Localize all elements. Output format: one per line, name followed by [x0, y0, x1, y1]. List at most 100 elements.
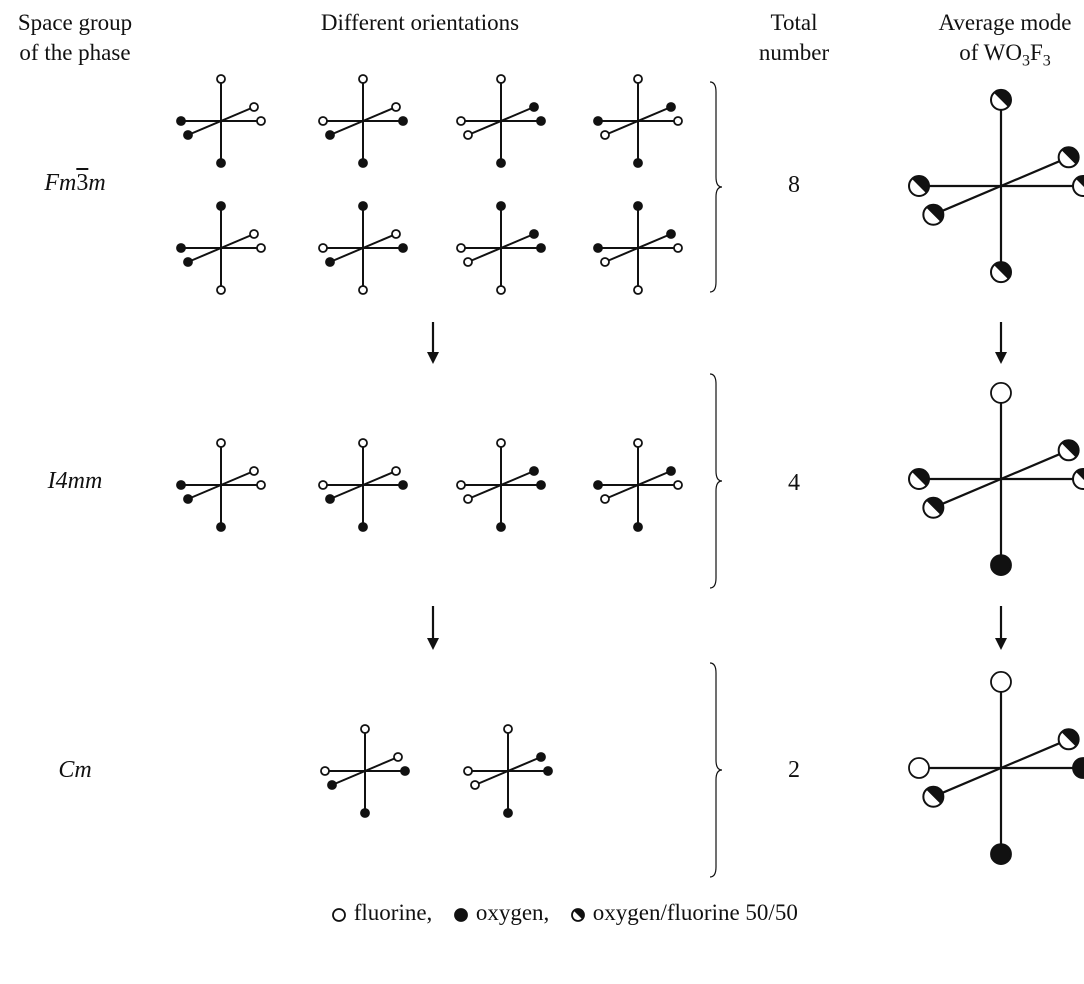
mixed-atom-left — [908, 175, 930, 197]
mixed-atom-bottom — [990, 261, 1012, 284]
space-group-label-fm3m: Fm3m — [0, 170, 150, 197]
bond-line — [187, 470, 255, 500]
oxygen-atom-right — [398, 480, 408, 490]
fluorine-atom-top — [633, 438, 643, 448]
brace-i4mm — [709, 373, 723, 589]
fluorine-atom-front — [463, 494, 473, 504]
average-mode-cm — [908, 671, 1084, 865]
oxygen-atom-left — [593, 116, 603, 126]
fluorine-atom-left — [318, 480, 328, 490]
fluorine-atom-top — [216, 74, 226, 84]
oxygen-atom-front — [183, 130, 193, 140]
mixed-atom-front — [922, 496, 945, 519]
bond-line — [187, 233, 255, 263]
bond-line — [604, 470, 672, 500]
oxygen-atom-bottom — [990, 554, 1012, 576]
oxygen-atom-right — [536, 243, 546, 253]
oxygen-atom-front — [325, 494, 335, 504]
legend-oxygen-label: oxygen, — [475, 900, 550, 925]
fluorine-atom-front — [470, 780, 480, 790]
bond-line — [329, 106, 397, 136]
fm3m-orientation-1 — [176, 74, 266, 168]
fluorine-atom-back — [393, 752, 403, 762]
oxygen-atom-right — [398, 243, 408, 253]
orientations-header-text: Different orientations — [320, 10, 520, 35]
fluorine-atom-right — [673, 116, 683, 126]
bond-line — [932, 738, 1070, 798]
oxygen-atom-bottom — [358, 522, 368, 532]
legend-fluorine-label: fluorine, — [353, 900, 433, 925]
arrow-orientations-1 — [427, 322, 439, 364]
fluorine-atom-back — [249, 229, 259, 239]
bond-line — [474, 756, 542, 786]
fm3m-orientation-6 — [318, 201, 408, 295]
fluorine-atom-top — [496, 438, 506, 448]
fm3m-orientation-5 — [176, 201, 266, 295]
oxygen-atom-bottom — [216, 158, 226, 168]
fluorine-atom-right — [256, 243, 266, 253]
i4mm-orientation-3 — [456, 438, 546, 532]
total-number-cm: 2 — [788, 757, 800, 783]
fluorine-atom-front — [463, 257, 473, 267]
fluorine-atom-front — [463, 130, 473, 140]
space-group-header-line2: of the phase — [19, 40, 131, 65]
mixed-atom-right — [1072, 175, 1084, 197]
oxygen-atom-bottom — [503, 808, 513, 818]
oxygen-atom-left — [593, 243, 603, 253]
cm-orientation-1 — [320, 724, 410, 818]
space-group-fm3m-end: m — [88, 170, 106, 196]
orientations-header: Different orientations — [270, 8, 570, 38]
fluorine-atom-back — [391, 229, 401, 239]
fluorine-atom-back — [249, 466, 259, 476]
oxygen-atom-front — [325, 130, 335, 140]
arrow-average-1 — [995, 322, 1007, 364]
fm3m-orientation-3 — [456, 74, 546, 168]
bond-line — [604, 106, 672, 136]
fluorine-atom-top — [216, 438, 226, 448]
fluorine-atom-top — [990, 381, 1012, 404]
oxygen-atom-bottom — [633, 522, 643, 532]
bond-line — [329, 470, 397, 500]
average-header-line2: of WO3F3 — [905, 38, 1084, 77]
bond-line — [467, 470, 535, 500]
legend: fluorine, oxygen, oxygen/fluorine 50/50 — [330, 900, 798, 926]
i4mm-orientation-1 — [176, 438, 266, 532]
orientation-octahedra — [176, 74, 683, 818]
oxygen-atom-back — [666, 466, 676, 476]
brace-cm — [709, 662, 723, 878]
space-group-label-i4mm: I4mm — [47, 468, 103, 494]
space-group-label-cm: Cm — [58, 757, 92, 783]
fluorine-atom-bottom — [496, 285, 506, 295]
oxygen-atom-back — [529, 466, 539, 476]
mixed-atom-top — [990, 88, 1012, 111]
oxygen-atom-bottom — [496, 522, 506, 532]
fluorine-atom-bottom — [216, 285, 226, 295]
fluorine-atom-right — [256, 480, 266, 490]
bond-line — [467, 233, 535, 263]
bond-line — [932, 449, 1070, 509]
fluorine-atom-front — [600, 494, 610, 504]
oxygen-atom-right — [400, 766, 410, 776]
average-mode-header: Average mode of WO3F3 — [905, 8, 1084, 77]
mixed-atom-front — [922, 203, 945, 226]
fluorine-atom-right — [673, 480, 683, 490]
oxygen-atom-front — [325, 257, 335, 267]
average-mode-i4mm — [908, 381, 1084, 576]
total-number-fm3m: 8 — [788, 172, 800, 198]
fluorine-atom-left — [463, 766, 473, 776]
fluorine-atom-top — [358, 74, 368, 84]
oxygen-atom-left — [593, 480, 603, 490]
fluorine-atom-left — [320, 766, 330, 776]
mixed-atom-back — [1057, 146, 1080, 169]
fm3m-orientation-8 — [593, 201, 683, 295]
arrow-average-2 — [995, 606, 1007, 650]
fm3m-orientation-2 — [318, 74, 408, 168]
fluorine-atom-back — [391, 466, 401, 476]
oxygen-atom-bottom — [360, 808, 370, 818]
mixed-atom-back — [1057, 728, 1080, 751]
fluorine-atom-left — [908, 757, 930, 779]
fluorine-atom-right — [256, 116, 266, 126]
fluorine-atom-bottom — [358, 285, 368, 295]
average-mode-fm3m — [908, 88, 1084, 284]
fluorine-atom-top — [496, 74, 506, 84]
